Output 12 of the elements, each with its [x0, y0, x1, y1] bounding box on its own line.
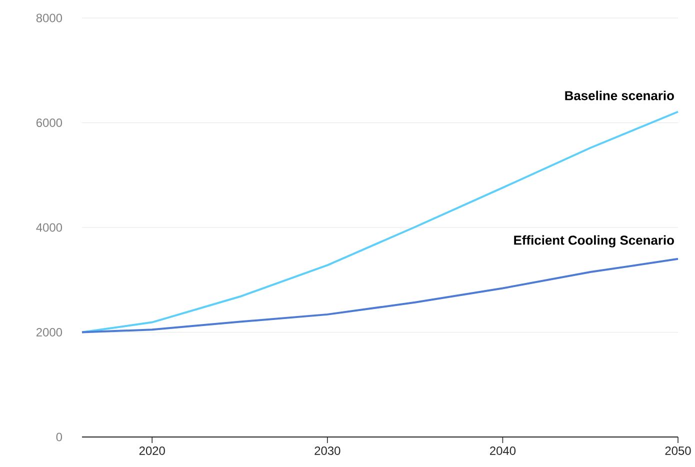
y-tick-label: 8000 — [36, 14, 62, 22]
y-tick-label: 2000 — [36, 328, 62, 336]
series-label: Efficient Cooling Scenario — [514, 235, 674, 248]
y-tick-label: 0 — [56, 432, 62, 442]
y-tick-label: 6000 — [36, 118, 62, 127]
x-tick-label: 2050 — [665, 446, 691, 455]
series-label: Baseline scenario — [565, 90, 674, 100]
line-series — [81, 258, 680, 334]
y-tick-label: 4000 — [36, 223, 62, 232]
x-tick-label: 2040 — [490, 446, 516, 455]
x-tick-label: 2030 — [314, 446, 340, 455]
x-tick-label: 2020 — [139, 446, 165, 455]
